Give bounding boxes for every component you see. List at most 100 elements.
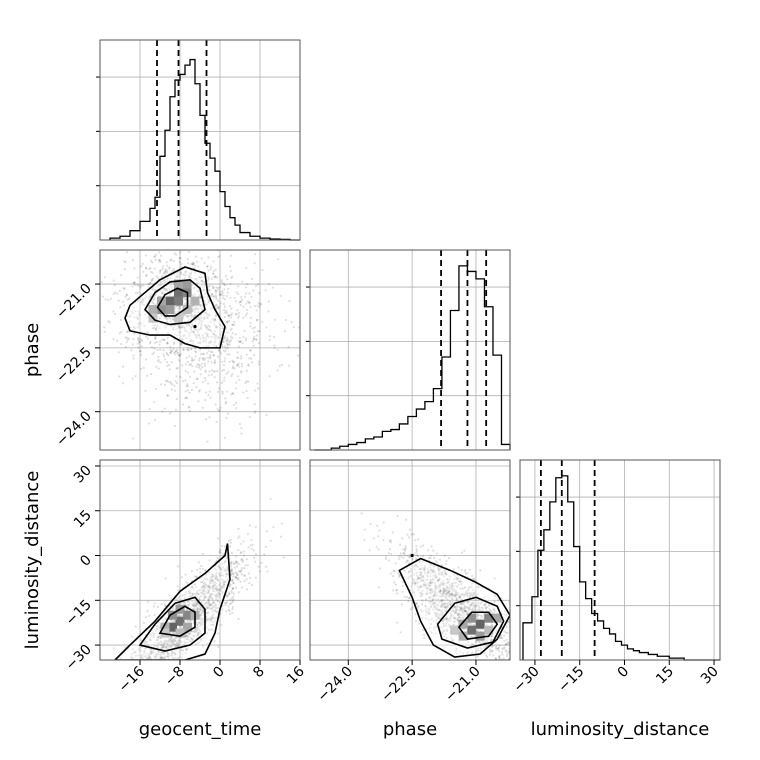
sample-point	[211, 584, 214, 588]
sample-point	[226, 567, 229, 571]
sample-point	[114, 694, 116, 696]
sample-point	[448, 578, 451, 581]
sample-point	[199, 304, 202, 307]
sample-point	[217, 645, 220, 648]
sample-point	[130, 653, 134, 656]
sample-point	[188, 332, 191, 335]
sample-point	[122, 286, 125, 290]
sample-point	[243, 329, 246, 332]
sample-point	[451, 608, 454, 611]
sample-point	[147, 656, 150, 660]
sample-point	[423, 572, 426, 575]
sample-point	[478, 640, 481, 644]
sample-point	[453, 574, 456, 577]
sample-point	[216, 575, 219, 578]
sample-point	[144, 654, 148, 658]
sample-point	[134, 689, 136, 691]
sample-point	[218, 242, 220, 244]
density-contour	[144, 278, 206, 326]
sample-point	[163, 247, 165, 249]
sample-point	[238, 422, 242, 426]
sample-point	[446, 594, 449, 597]
sample-point	[130, 657, 133, 660]
sample-point	[144, 665, 146, 667]
sample-point	[221, 192, 223, 194]
sample-point	[234, 401, 238, 404]
sample-point	[237, 562, 241, 566]
sample-point	[219, 582, 222, 585]
sample-point	[185, 641, 189, 644]
sample-point	[434, 587, 437, 590]
sample-point	[207, 360, 210, 363]
sample-point	[134, 291, 137, 295]
sample-point	[429, 568, 433, 571]
sample-point	[201, 320, 204, 323]
sample-point	[413, 582, 416, 585]
sample-point	[256, 330, 260, 333]
sample-point	[136, 315, 139, 318]
sample-point	[210, 620, 214, 623]
sample-point	[163, 281, 166, 284]
sample-point	[165, 288, 168, 291]
sample-point	[199, 607, 202, 610]
sample-point	[116, 701, 118, 703]
sample-point	[152, 635, 155, 639]
sample-point	[196, 592, 199, 595]
sample-point	[455, 605, 458, 608]
sample-point	[223, 283, 226, 286]
sample-point	[459, 582, 462, 586]
sample-point	[167, 645, 170, 648]
sample-point	[145, 274, 148, 278]
sample-point	[208, 617, 212, 620]
sample-point	[420, 571, 423, 574]
sample-point	[224, 580, 227, 583]
sample-point	[372, 537, 375, 540]
sample-point	[160, 291, 164, 294]
sample-point	[184, 363, 187, 366]
sample-point	[435, 621, 438, 624]
sample-point	[211, 601, 215, 604]
sample-point	[176, 305, 179, 308]
density-cell	[168, 610, 177, 620]
sample-point	[189, 326, 193, 330]
sample-point	[196, 336, 199, 339]
density-cell	[175, 628, 185, 638]
sample-point	[447, 581, 450, 584]
sample-point	[236, 576, 239, 579]
sample-point	[112, 292, 115, 295]
sample-point	[194, 320, 197, 323]
sample-point	[166, 364, 169, 367]
sample-point	[161, 682, 163, 684]
sample-point	[162, 643, 165, 646]
sample-point	[204, 324, 207, 327]
sample-point	[215, 291, 218, 294]
sample-point	[431, 578, 434, 581]
sample-point	[184, 313, 187, 316]
sample-point	[226, 291, 229, 294]
sample-point	[200, 611, 203, 615]
sample-point	[476, 585, 480, 588]
sample-point	[464, 586, 467, 589]
sample-point	[154, 324, 157, 327]
sample-point	[203, 586, 206, 590]
sample-point	[417, 576, 420, 579]
sample-point	[225, 595, 228, 598]
sample-point	[243, 574, 246, 577]
sample-point	[464, 568, 467, 572]
sample-point	[442, 618, 445, 622]
sample-point	[195, 351, 198, 354]
sample-point	[195, 365, 198, 369]
sample-point	[194, 600, 197, 603]
sample-point	[133, 326, 137, 330]
sample-point	[157, 283, 161, 287]
sample-point	[250, 295, 253, 298]
sample-point	[274, 318, 277, 321]
sample-point	[176, 325, 180, 328]
sample-point	[460, 608, 464, 612]
sample-point	[214, 602, 217, 606]
sample-point	[415, 549, 418, 552]
sample-point	[222, 294, 225, 297]
sample-point	[231, 600, 235, 603]
sample-point	[440, 606, 443, 609]
y-tick-label-phase: −24.0	[53, 408, 95, 450]
